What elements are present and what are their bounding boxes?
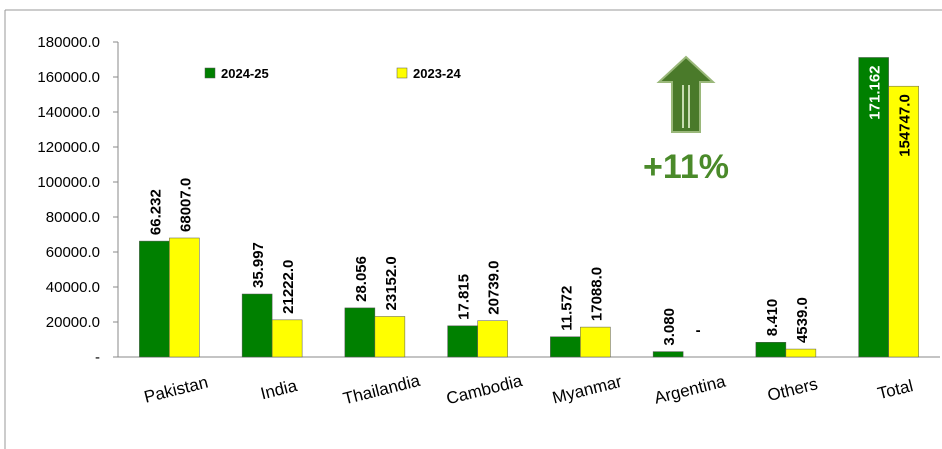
value-label: 21222.0 [280,260,297,314]
value-label: 8.410 [764,299,781,337]
value-label: 17088.0 [588,267,605,321]
bar [858,57,889,358]
x-tick-label: Argentina [652,372,728,408]
value-label: 17.815 [456,274,473,320]
x-tick-label: Myanmar [550,372,624,408]
bar [374,316,406,358]
x-tick-label: Pakistan [142,373,210,407]
arrow [656,55,716,133]
y-tick-label: - [95,349,100,366]
value-label: - [696,322,701,339]
x-tick-label: Total [876,376,915,403]
legend-swatch [396,67,408,79]
bar [139,240,170,358]
bar [241,293,273,358]
legend-label: 2024-25 [221,66,269,81]
value-label: 20739.0 [486,260,503,314]
y-tick-label: 80000.0 [46,209,100,226]
bar [888,85,919,358]
bar [755,342,787,358]
bar [652,351,684,358]
value-label: 154747.0 [897,94,914,157]
y-tick-label: 20000.0 [46,314,100,331]
y-tick-label: 60000.0 [46,244,100,261]
value-label: 171.162 [867,65,884,119]
legend-label: 2023-24 [413,66,461,81]
bar [447,325,478,358]
value-label: 3.080 [661,308,678,346]
x-tick-label: Thailandia [341,371,422,409]
value-label: 23152.0 [383,256,400,310]
x-tick-label: India [259,376,300,403]
bar [785,348,817,358]
bar [477,320,508,358]
annotation: +11% [643,148,729,186]
bar [550,336,581,358]
bar [344,307,376,358]
value-label: 35.997 [250,242,267,288]
value-label: 66.232 [147,189,164,235]
value-label: 28.056 [353,256,370,302]
y-tick-label: 160000.0 [37,69,100,86]
bar [271,319,303,358]
y-tick-label: 180000.0 [37,34,100,51]
value-label: 68007.0 [177,178,194,232]
x-tick-label: Cambodia [444,371,524,408]
y-tick-label: 40000.0 [46,279,100,296]
value-label: 4539.0 [794,297,811,343]
x-tick-label: Others [765,374,819,405]
bar [169,237,200,358]
bar [580,326,611,358]
value-label: 11.572 [558,286,575,331]
y-tick-label: 100000.0 [37,174,100,191]
y-tick-label: 140000.0 [37,104,100,121]
legend-swatch [204,67,216,79]
y-tick-label: 120000.0 [37,139,100,156]
